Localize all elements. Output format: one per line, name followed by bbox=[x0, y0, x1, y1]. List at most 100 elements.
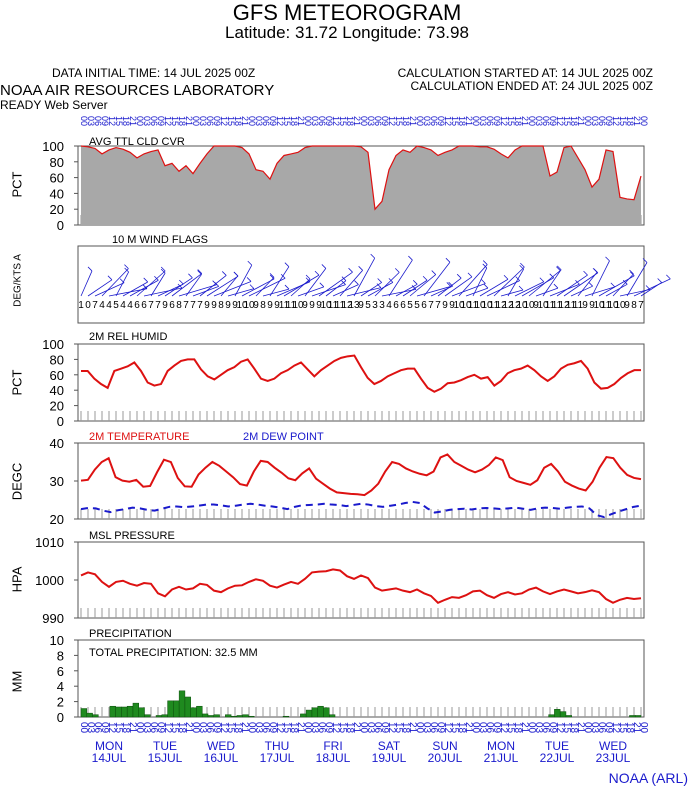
wind-barb-feather bbox=[483, 283, 489, 289]
hour-label: 09 bbox=[267, 722, 278, 734]
wind-speed-label: 9 bbox=[232, 300, 238, 311]
wind-speed-label: 5 bbox=[407, 300, 413, 311]
hour-label: 09 bbox=[211, 722, 222, 734]
y-tick-label: 4 bbox=[57, 679, 64, 694]
wind-barb bbox=[640, 282, 662, 297]
precip-bar bbox=[311, 707, 318, 718]
top-hour-label: 09 bbox=[212, 116, 222, 126]
wind-barb-feather bbox=[197, 270, 202, 275]
y-tick-label: 0 bbox=[57, 218, 64, 233]
hour-label: 18 bbox=[120, 722, 131, 734]
hour-label: 03 bbox=[309, 722, 320, 734]
day-date: 17JUL bbox=[260, 751, 295, 765]
wind-speed-label: 12 bbox=[341, 300, 353, 311]
wind-speed-label: 12 bbox=[502, 300, 514, 311]
day-name: SUN bbox=[432, 739, 457, 753]
top-hour-label: 09 bbox=[100, 116, 110, 126]
hour-label: 03 bbox=[141, 722, 152, 734]
hour-label: 12 bbox=[498, 722, 509, 734]
top-hour-label: 15 bbox=[562, 116, 572, 126]
panel-frame bbox=[77, 442, 645, 520]
top-hour-label: 12 bbox=[443, 116, 453, 126]
precip-bar bbox=[207, 715, 215, 718]
precip-bar bbox=[300, 713, 307, 718]
hour-label: 12 bbox=[106, 722, 117, 734]
wind-barb bbox=[304, 268, 327, 297]
wind-speed-label: 12 bbox=[558, 300, 570, 311]
hour-label: 06 bbox=[484, 722, 495, 734]
hour-label: 09 bbox=[155, 722, 166, 734]
top-hour-label: 00 bbox=[583, 116, 593, 126]
hour-label: 09 bbox=[547, 722, 558, 734]
hour-label: 21 bbox=[351, 722, 362, 734]
precip-bar bbox=[86, 712, 93, 718]
day-name: MON bbox=[487, 739, 515, 753]
hour-label: 21 bbox=[575, 722, 586, 734]
wind-barb-feather bbox=[518, 285, 524, 291]
y-tick-label: 60 bbox=[50, 171, 64, 186]
wind-barb bbox=[388, 259, 413, 297]
wind-speed-label: 6 bbox=[134, 300, 140, 311]
wind-barb-feather bbox=[348, 267, 353, 273]
panel-title-cloud: AVG TTL CLD CVR bbox=[89, 136, 185, 148]
wind-barb bbox=[339, 270, 363, 297]
wind-speed-label: 7 bbox=[435, 300, 441, 311]
hour-label: 21 bbox=[127, 722, 138, 734]
precip-bar bbox=[317, 705, 324, 718]
top-hour-label: 15 bbox=[226, 116, 236, 126]
wind-speed-label: 12 bbox=[509, 300, 521, 311]
hour-label: 21 bbox=[295, 722, 306, 734]
wind-barb bbox=[283, 274, 320, 297]
hour-label: 12 bbox=[386, 722, 397, 734]
wind-barb bbox=[262, 288, 290, 297]
wind-barb bbox=[556, 274, 588, 297]
day-date: 20JUL bbox=[428, 751, 463, 765]
hour-label: 15 bbox=[393, 722, 404, 734]
hour-label: 00 bbox=[78, 722, 89, 734]
hour-label: 18 bbox=[400, 722, 411, 734]
hour-label: 15 bbox=[617, 722, 628, 734]
wind-barb bbox=[143, 287, 183, 297]
wind-barb-feather bbox=[549, 273, 555, 279]
day-name: THU bbox=[265, 739, 290, 753]
wind-speed-label: 11 bbox=[545, 300, 556, 311]
precip-bar bbox=[178, 690, 186, 718]
wind-speed-label: 6 bbox=[169, 300, 175, 311]
wind-speed-label: 9 bbox=[442, 300, 448, 311]
top-hour-label: 12 bbox=[219, 116, 229, 126]
precip-bar bbox=[213, 714, 220, 718]
top-hour-label: 03 bbox=[366, 116, 376, 126]
wind-barb-feather bbox=[376, 283, 382, 288]
wind-barb bbox=[528, 269, 562, 297]
top-hour-label: 12 bbox=[387, 116, 397, 126]
top-hour-label: 21 bbox=[184, 116, 194, 126]
wind-barb bbox=[255, 277, 275, 297]
top-hour-label: 21 bbox=[352, 116, 362, 126]
hour-label: 12 bbox=[218, 722, 229, 734]
wind-barb bbox=[472, 267, 488, 297]
hour-label: 03 bbox=[421, 722, 432, 734]
wind-barb bbox=[402, 279, 428, 297]
page-title: GFS METEOROGRAM bbox=[232, 0, 462, 25]
y-tick-label: 40 bbox=[50, 383, 64, 398]
top-hour-label: 18 bbox=[569, 116, 579, 126]
hour-label: 03 bbox=[533, 722, 544, 734]
hour-label: 18 bbox=[512, 722, 523, 734]
wind-barb-feather bbox=[481, 279, 486, 284]
wind-speed-label: 3 bbox=[372, 300, 378, 311]
top-hour-label: 21 bbox=[464, 116, 474, 126]
wind-barb-feather bbox=[107, 275, 113, 281]
wind-barb-feather bbox=[314, 270, 320, 276]
top-hour-label: 06 bbox=[205, 116, 215, 126]
pressure-line bbox=[80, 568, 642, 604]
wind-barb bbox=[479, 278, 509, 297]
hour-label: 00 bbox=[582, 722, 593, 734]
wind-barb bbox=[444, 276, 473, 297]
wind-barb bbox=[234, 264, 253, 297]
y-tick-label: 0 bbox=[57, 710, 64, 725]
wind-barb-feather bbox=[154, 275, 159, 281]
wind-speed-label: 9 bbox=[225, 300, 231, 311]
wind-barb bbox=[206, 275, 239, 297]
wind-speed-label: 7 bbox=[155, 300, 161, 311]
panel-title-pressure: MSL PRESSURE bbox=[89, 530, 175, 542]
